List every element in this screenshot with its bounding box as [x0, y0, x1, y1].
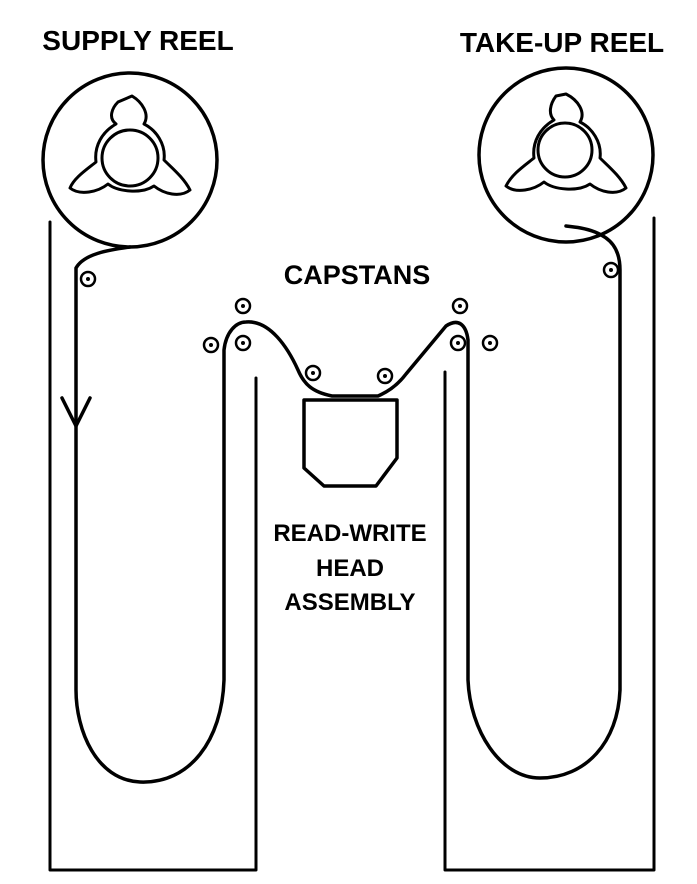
supply-reel-label: SUPPLY REEL [42, 25, 233, 56]
head-guide-roller-right [376, 367, 394, 385]
right-pinch-roller-outer [481, 334, 499, 352]
left-pinch-roller-outer [202, 336, 220, 354]
read-write-head-assembly [302, 398, 399, 488]
left-capstan [234, 334, 252, 352]
supply-guide-roller [79, 270, 97, 288]
tape-path [74, 224, 622, 784]
supply-reel-hub-icon [68, 94, 192, 196]
supply-reel [41, 71, 219, 249]
right-capstan [449, 334, 467, 352]
tape-direction-arrow-icon [60, 396, 92, 428]
takeup-reel-label: TAKE-UP REEL [460, 27, 664, 58]
takeup-reel-hub-icon [504, 92, 628, 194]
takeup-vacuum-column [443, 216, 656, 872]
takeup-reel [477, 66, 655, 244]
supply-vacuum-column [48, 220, 258, 872]
capstans-label: CAPSTANS [284, 260, 431, 290]
head-label-line2: HEAD [316, 555, 384, 582]
head-guide-roller-left [304, 364, 322, 382]
head-label-line1: READ-WRITE [273, 520, 426, 547]
takeup-guide-roller [602, 261, 620, 279]
right-pinch-roller-top [451, 297, 469, 315]
left-pinch-roller-top [234, 297, 252, 315]
head-label-line3: ASSEMBLY [284, 589, 415, 616]
